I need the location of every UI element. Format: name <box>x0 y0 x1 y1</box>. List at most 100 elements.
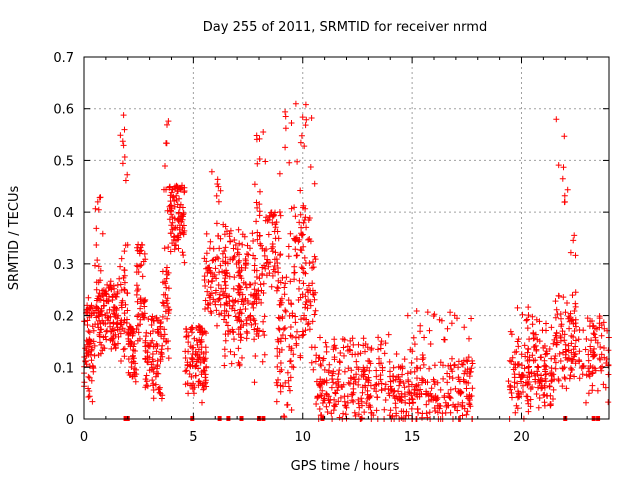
data-point <box>223 308 230 315</box>
data-point <box>548 370 555 377</box>
data-point <box>568 340 575 347</box>
data-point <box>401 356 408 363</box>
data-point <box>289 363 295 370</box>
data-point <box>237 324 244 330</box>
data-point <box>589 382 596 389</box>
data-point <box>299 114 306 121</box>
data-point <box>569 358 576 364</box>
data-point <box>447 386 454 393</box>
data-point <box>203 230 210 237</box>
data-point <box>559 328 566 335</box>
data-point <box>588 337 595 344</box>
data-point <box>296 277 303 284</box>
data-point <box>562 309 569 316</box>
data-point <box>283 274 290 281</box>
data-point <box>138 262 145 268</box>
data-point <box>466 393 473 400</box>
data-point <box>261 313 268 320</box>
data-point <box>375 334 382 341</box>
data-point <box>112 331 119 338</box>
data-point <box>408 381 415 388</box>
data-point <box>559 383 566 390</box>
data-point <box>446 394 453 401</box>
data-point <box>297 246 304 253</box>
data-point <box>252 353 259 359</box>
data-point <box>286 159 293 166</box>
data-point <box>216 245 223 252</box>
data-point <box>461 405 468 412</box>
data-point <box>115 312 122 319</box>
data-point <box>524 382 531 389</box>
data-point <box>161 326 168 333</box>
data-point <box>253 132 260 139</box>
data-point <box>524 316 531 323</box>
data-point <box>297 139 304 146</box>
data-point <box>561 331 568 338</box>
data-point <box>111 341 118 348</box>
data-point <box>266 213 273 220</box>
data-point <box>251 286 258 293</box>
data-point <box>274 345 281 352</box>
data-point <box>93 286 100 293</box>
data-point <box>572 316 579 323</box>
data-point <box>567 365 574 372</box>
data-point <box>107 328 114 335</box>
data-point <box>417 328 424 335</box>
data-point <box>382 397 389 403</box>
data-point <box>196 354 203 361</box>
data-point <box>551 355 558 362</box>
data-point <box>605 371 612 378</box>
data-point <box>237 306 244 313</box>
data-point <box>319 387 326 394</box>
data-point <box>576 375 583 382</box>
data-point <box>302 327 309 334</box>
data-point <box>463 411 470 418</box>
data-point <box>250 252 257 259</box>
data-point <box>86 374 93 381</box>
data-point <box>385 331 392 338</box>
data-point <box>447 395 454 402</box>
data-point <box>234 286 241 293</box>
data-point <box>109 336 116 343</box>
data-point <box>386 358 393 365</box>
data-point <box>104 327 111 334</box>
data-point <box>108 335 115 342</box>
data-point <box>350 341 357 348</box>
data-point <box>341 352 347 359</box>
data-point <box>85 394 92 400</box>
data-point <box>305 320 312 327</box>
data-point <box>194 351 201 357</box>
data-point <box>149 351 156 357</box>
data-point <box>532 378 539 385</box>
data-point <box>299 332 306 339</box>
data-point <box>282 144 289 151</box>
data-point <box>402 399 409 406</box>
data-point <box>387 368 393 375</box>
data-point <box>235 289 242 296</box>
data-point <box>256 156 263 162</box>
data-point <box>254 229 261 236</box>
data-point <box>523 317 530 324</box>
data-point <box>341 368 348 375</box>
data-point <box>525 312 532 319</box>
data-point <box>292 213 299 220</box>
data-point <box>163 275 170 282</box>
data-point <box>580 363 587 370</box>
data-point <box>188 354 195 361</box>
data-point <box>235 345 242 352</box>
data-point <box>571 308 578 314</box>
data-point <box>525 369 532 376</box>
data-point <box>358 398 365 405</box>
data-point <box>252 280 259 287</box>
data-point <box>543 320 549 327</box>
data-point <box>88 310 95 317</box>
data-point <box>259 358 266 365</box>
data-point <box>144 359 151 365</box>
data-point <box>585 390 592 397</box>
data-point <box>524 357 531 364</box>
data-point <box>224 260 231 267</box>
data-point <box>591 331 598 338</box>
data-point <box>360 335 367 342</box>
data-point <box>597 356 604 363</box>
data-point <box>177 186 184 193</box>
